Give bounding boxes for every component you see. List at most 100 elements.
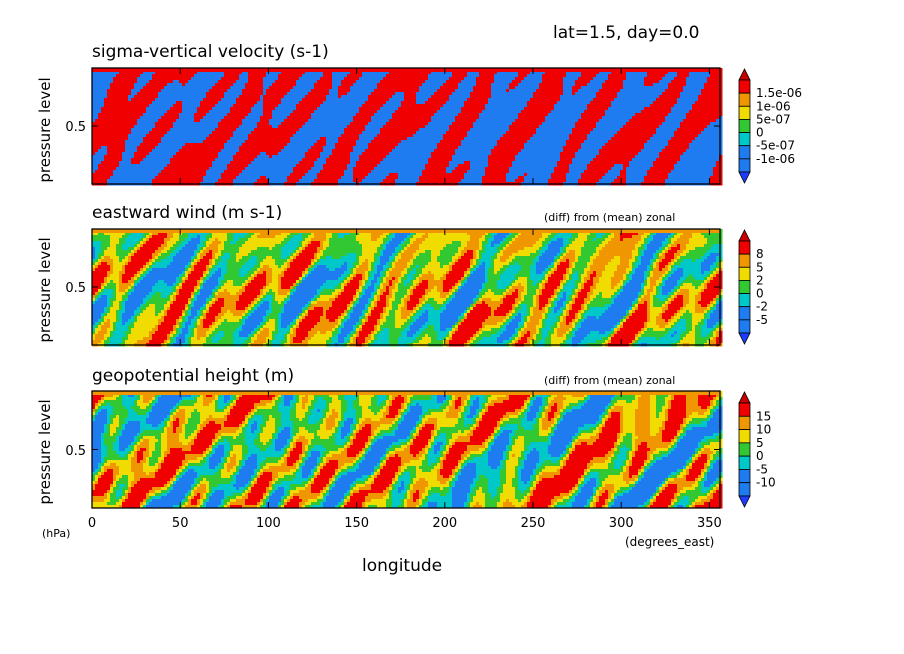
- heatmap-cell: [281, 116, 285, 120]
- heatmap-cell: [470, 164, 474, 168]
- heatmap-cell: [344, 113, 348, 117]
- heatmap-cell: [413, 95, 417, 99]
- heatmap-cell: [278, 113, 282, 117]
- heatmap-cell: [356, 140, 360, 144]
- heatmap-cell: [251, 179, 255, 183]
- heatmap-cell: [428, 164, 432, 168]
- heatmap-cell: [125, 95, 129, 99]
- heatmap-cell: [248, 161, 252, 165]
- heatmap-cell: [182, 149, 186, 153]
- heatmap-cell: [302, 101, 306, 105]
- heatmap-cell: [425, 137, 429, 141]
- heatmap-cell: [152, 170, 156, 174]
- heatmap-cell: [284, 92, 288, 96]
- heatmap-cell: [254, 83, 258, 87]
- heatmap-cell: [407, 146, 411, 150]
- heatmap-cell: [410, 104, 414, 108]
- heatmap-cell: [350, 131, 354, 135]
- heatmap-cell: [104, 95, 108, 99]
- heatmap-cell: [152, 137, 156, 141]
- heatmap-cell: [140, 101, 144, 105]
- heatmap-cell: [176, 152, 180, 156]
- heatmap-cell: [125, 155, 129, 159]
- heatmap-cell: [425, 80, 429, 84]
- heatmap-cell: [263, 80, 267, 84]
- heatmap-cell: [122, 143, 126, 147]
- heatmap-cell: [320, 92, 324, 96]
- heatmap-cell: [380, 116, 384, 120]
- heatmap-cell: [383, 161, 387, 165]
- heatmap-cell: [134, 104, 138, 108]
- heatmap-cell: [110, 134, 114, 138]
- heatmap-cell: [311, 176, 315, 180]
- heatmap-cell: [104, 92, 108, 96]
- heatmap-cell: [347, 143, 351, 147]
- heatmap-cell: [119, 170, 123, 174]
- heatmap-cell: [428, 116, 432, 120]
- heatmap-cell: [266, 161, 270, 165]
- heatmap-cell: [155, 173, 159, 177]
- heatmap-cell: [311, 128, 315, 132]
- heatmap-cell: [368, 83, 372, 87]
- heatmap-cell: [398, 83, 402, 87]
- heatmap-cell: [473, 98, 477, 102]
- heatmap-cell: [320, 110, 324, 114]
- heatmap-cell: [242, 92, 246, 96]
- heatmap-cell: [365, 92, 369, 96]
- heatmap-cell: [341, 158, 345, 162]
- heatmap-cell: [392, 113, 396, 117]
- heatmap-cell: [473, 146, 477, 150]
- heatmap-cell: [338, 80, 342, 84]
- heatmap-cell: [260, 179, 264, 183]
- heatmap-cell: [200, 104, 204, 108]
- heatmap-cell: [455, 140, 459, 144]
- heatmap-cell: [209, 155, 213, 159]
- heatmap-cell: [146, 95, 150, 99]
- heatmap-cell: [173, 173, 177, 177]
- heatmap-cell: [221, 128, 225, 132]
- heatmap-cell: [152, 122, 156, 126]
- heatmap-cell: [407, 149, 411, 153]
- heatmap-cell: [122, 149, 126, 153]
- heatmap-cell: [221, 176, 225, 180]
- heatmap-cell: [95, 92, 99, 96]
- heatmap-cell: [221, 140, 225, 144]
- heatmap-cell: [431, 161, 435, 165]
- heatmap-cell: [419, 95, 423, 99]
- heatmap-cell: [164, 143, 168, 147]
- heatmap-cell: [365, 80, 369, 84]
- heatmap-cell: [95, 89, 99, 93]
- heatmap-cell: [467, 146, 471, 150]
- heatmap-cell: [257, 122, 261, 126]
- heatmap-cell: [383, 101, 387, 105]
- heatmap-cell: [191, 143, 195, 147]
- heatmap-cell: [203, 167, 207, 171]
- heatmap-cell: [386, 155, 390, 159]
- heatmap-cell: [293, 146, 297, 150]
- heatmap-cell: [338, 146, 342, 150]
- heatmap-cell: [377, 131, 381, 135]
- heatmap-cell: [218, 176, 222, 180]
- heatmap-cell: [212, 161, 216, 165]
- heatmap-cell: [413, 146, 417, 150]
- heatmap-cell: [446, 155, 450, 159]
- heatmap-cell: [368, 116, 372, 120]
- heatmap-cell: [254, 170, 258, 174]
- heatmap-cell: [440, 80, 444, 84]
- heatmap-cell: [233, 122, 237, 126]
- heatmap-cell: [458, 116, 462, 120]
- heatmap-cell: [302, 110, 306, 114]
- heatmap-cell: [392, 92, 396, 96]
- heatmap-cell: [281, 140, 285, 144]
- heatmap-cell: [365, 149, 369, 153]
- heatmap-cell: [245, 77, 249, 81]
- heatmap-cell: [311, 149, 315, 153]
- heatmap-cell: [422, 167, 426, 171]
- heatmap-cell: [134, 89, 138, 93]
- heatmap-cell: [473, 110, 477, 114]
- heatmap-cell: [116, 125, 120, 129]
- heatmap-cell: [332, 161, 336, 165]
- heatmap-cell: [446, 92, 450, 96]
- heatmap-cell: [233, 80, 237, 84]
- heatmap-cell: [239, 173, 243, 177]
